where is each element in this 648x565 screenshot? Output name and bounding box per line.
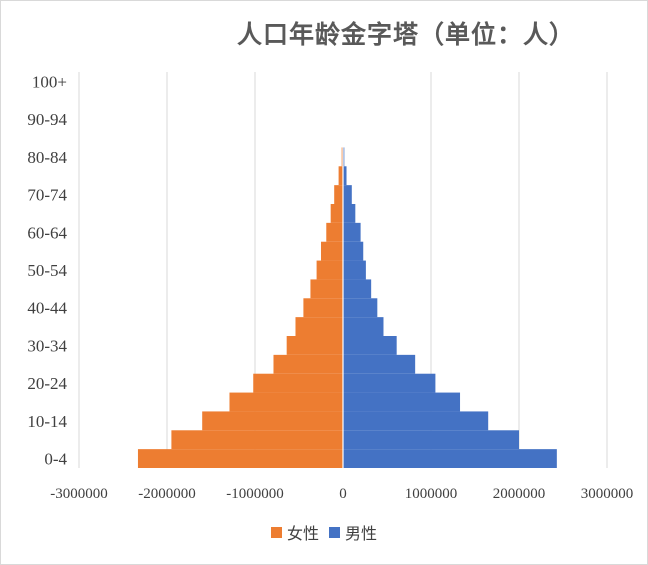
axes: -3000000 -2000000 -1000000 0 1000000 2000000 3… [27, 72, 633, 502]
bar-female-45-49 [310, 279, 343, 299]
bar-female-50-54 [316, 260, 343, 280]
bar-female-15-19 [229, 392, 343, 412]
legend-item-male: 男性 [329, 520, 377, 544]
bar-female-55-59 [321, 241, 343, 261]
bar-female-10-14 [202, 411, 343, 431]
bar-male-55-59 [343, 241, 364, 261]
y-tick-label: 70-74 [27, 186, 67, 205]
chart-title: 人口年龄金字塔（单位：人） [236, 20, 575, 49]
y-tick-label: 40-44 [27, 299, 67, 318]
bar-male-5-9 [343, 430, 519, 450]
bar-female-60-64 [326, 222, 343, 242]
legend-label-male: 男性 [345, 524, 378, 543]
x-tick-label: 3000000 [581, 486, 634, 502]
y-tick-label: 100+ [32, 72, 67, 91]
bar-female-20-24 [253, 373, 343, 393]
y-tick-label: 50-54 [27, 261, 67, 280]
y-tick-label: 0-4 [44, 450, 67, 469]
y-tick-label: 60-64 [27, 223, 67, 242]
y-tick-label: 20-24 [27, 374, 67, 393]
legend-label-female: 女性 [286, 524, 319, 543]
bar-female-40-44 [303, 298, 343, 318]
bar-male-0-4 [343, 449, 557, 468]
y-tick-label: 90-94 [27, 110, 67, 129]
bar-female-75-79 [338, 166, 343, 186]
bar-male-65-69 [343, 204, 356, 223]
x-tick-label: -1000000 [226, 486, 284, 502]
bar-male-75-79 [343, 166, 347, 186]
legend-swatch-male [329, 526, 340, 538]
x-tick-label: 0 [339, 486, 347, 502]
bar-female-35-39 [295, 317, 343, 336]
bar-female-65-69 [330, 204, 343, 223]
bar-male-45-49 [343, 279, 372, 299]
bar-male-15-19 [343, 392, 461, 412]
bar-female-70-74 [334, 185, 343, 204]
bar-male-30-34 [343, 336, 397, 355]
bar-male-20-24 [343, 373, 436, 393]
x-tick-label: 2000000 [493, 486, 546, 502]
legend-swatch-female [270, 526, 282, 538]
x-tick-label: -2000000 [138, 486, 196, 502]
bar-male-80-84 [343, 147, 345, 167]
y-tick-label: 80-84 [27, 148, 67, 167]
bar-female-5-9 [171, 430, 343, 450]
bar-female-25-29 [273, 354, 343, 374]
legend-item-female: 女性 [270, 520, 319, 544]
bar-male-60-64 [343, 222, 361, 242]
bar-female-0-4 [137, 449, 343, 468]
bar-male-70-74 [343, 185, 352, 204]
bar-male-50-54 [343, 260, 366, 280]
y-tick-label: 30-34 [27, 336, 67, 355]
bar-female-30-34 [286, 336, 343, 355]
x-tick-label: -3000000 [50, 486, 108, 502]
bar-female-80-84 [341, 147, 343, 167]
y-tick-label: 10-14 [27, 412, 67, 431]
bar-male-35-39 [343, 317, 384, 336]
bars [137, 147, 557, 468]
bar-male-10-14 [343, 411, 489, 431]
x-tick-label: 1000000 [405, 486, 458, 502]
bar-male-25-29 [343, 354, 416, 374]
bar-male-40-44 [343, 298, 378, 318]
legend: 女性 男性 [1, 520, 647, 544]
